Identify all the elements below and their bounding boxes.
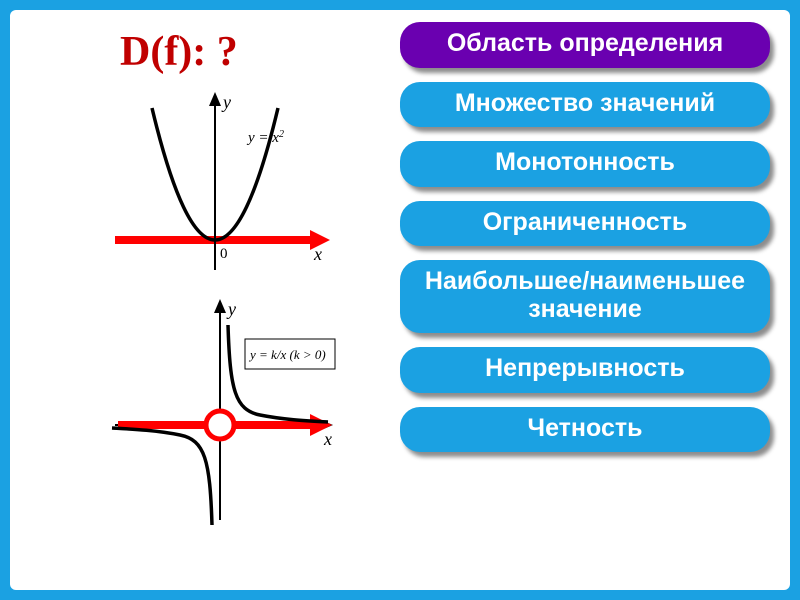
y-axis-label: y — [226, 299, 236, 319]
btn-parity[interactable]: Четность — [400, 407, 770, 453]
x-axis-label: x — [323, 429, 332, 449]
page-title: D(f): ? — [120, 28, 238, 76]
hole-at-origin — [206, 411, 234, 439]
origin-label: 0 — [220, 246, 228, 262]
property-buttons: Область определения Множество значений М… — [400, 22, 770, 452]
equation-label: y = x2 — [246, 129, 284, 146]
btn-range[interactable]: Множество значений — [400, 82, 770, 128]
graph-hyperbola: y x y = k/x (k > 0) — [100, 295, 340, 535]
y-axis-arrow — [209, 92, 221, 106]
graph-parabola: y x 0 y = x2 — [100, 90, 330, 280]
btn-extrema[interactable]: Наибольшее/наименьшее значение — [400, 260, 770, 333]
btn-monotonicity[interactable]: Монотонность — [400, 141, 770, 187]
equation-label: y = k/x (k > 0) — [248, 347, 326, 362]
x-axis-label: x — [313, 244, 322, 264]
btn-domain[interactable]: Область определения — [400, 22, 770, 68]
content-frame: D(f): ? y x 0 y = x2 — [10, 10, 790, 590]
y-axis-arrow — [214, 299, 226, 313]
btn-boundedness[interactable]: Ограниченность — [400, 201, 770, 247]
curve-hyperbola-neg — [112, 428, 212, 525]
btn-continuity[interactable]: Непрерывность — [400, 347, 770, 393]
y-axis-label: y — [221, 92, 231, 112]
